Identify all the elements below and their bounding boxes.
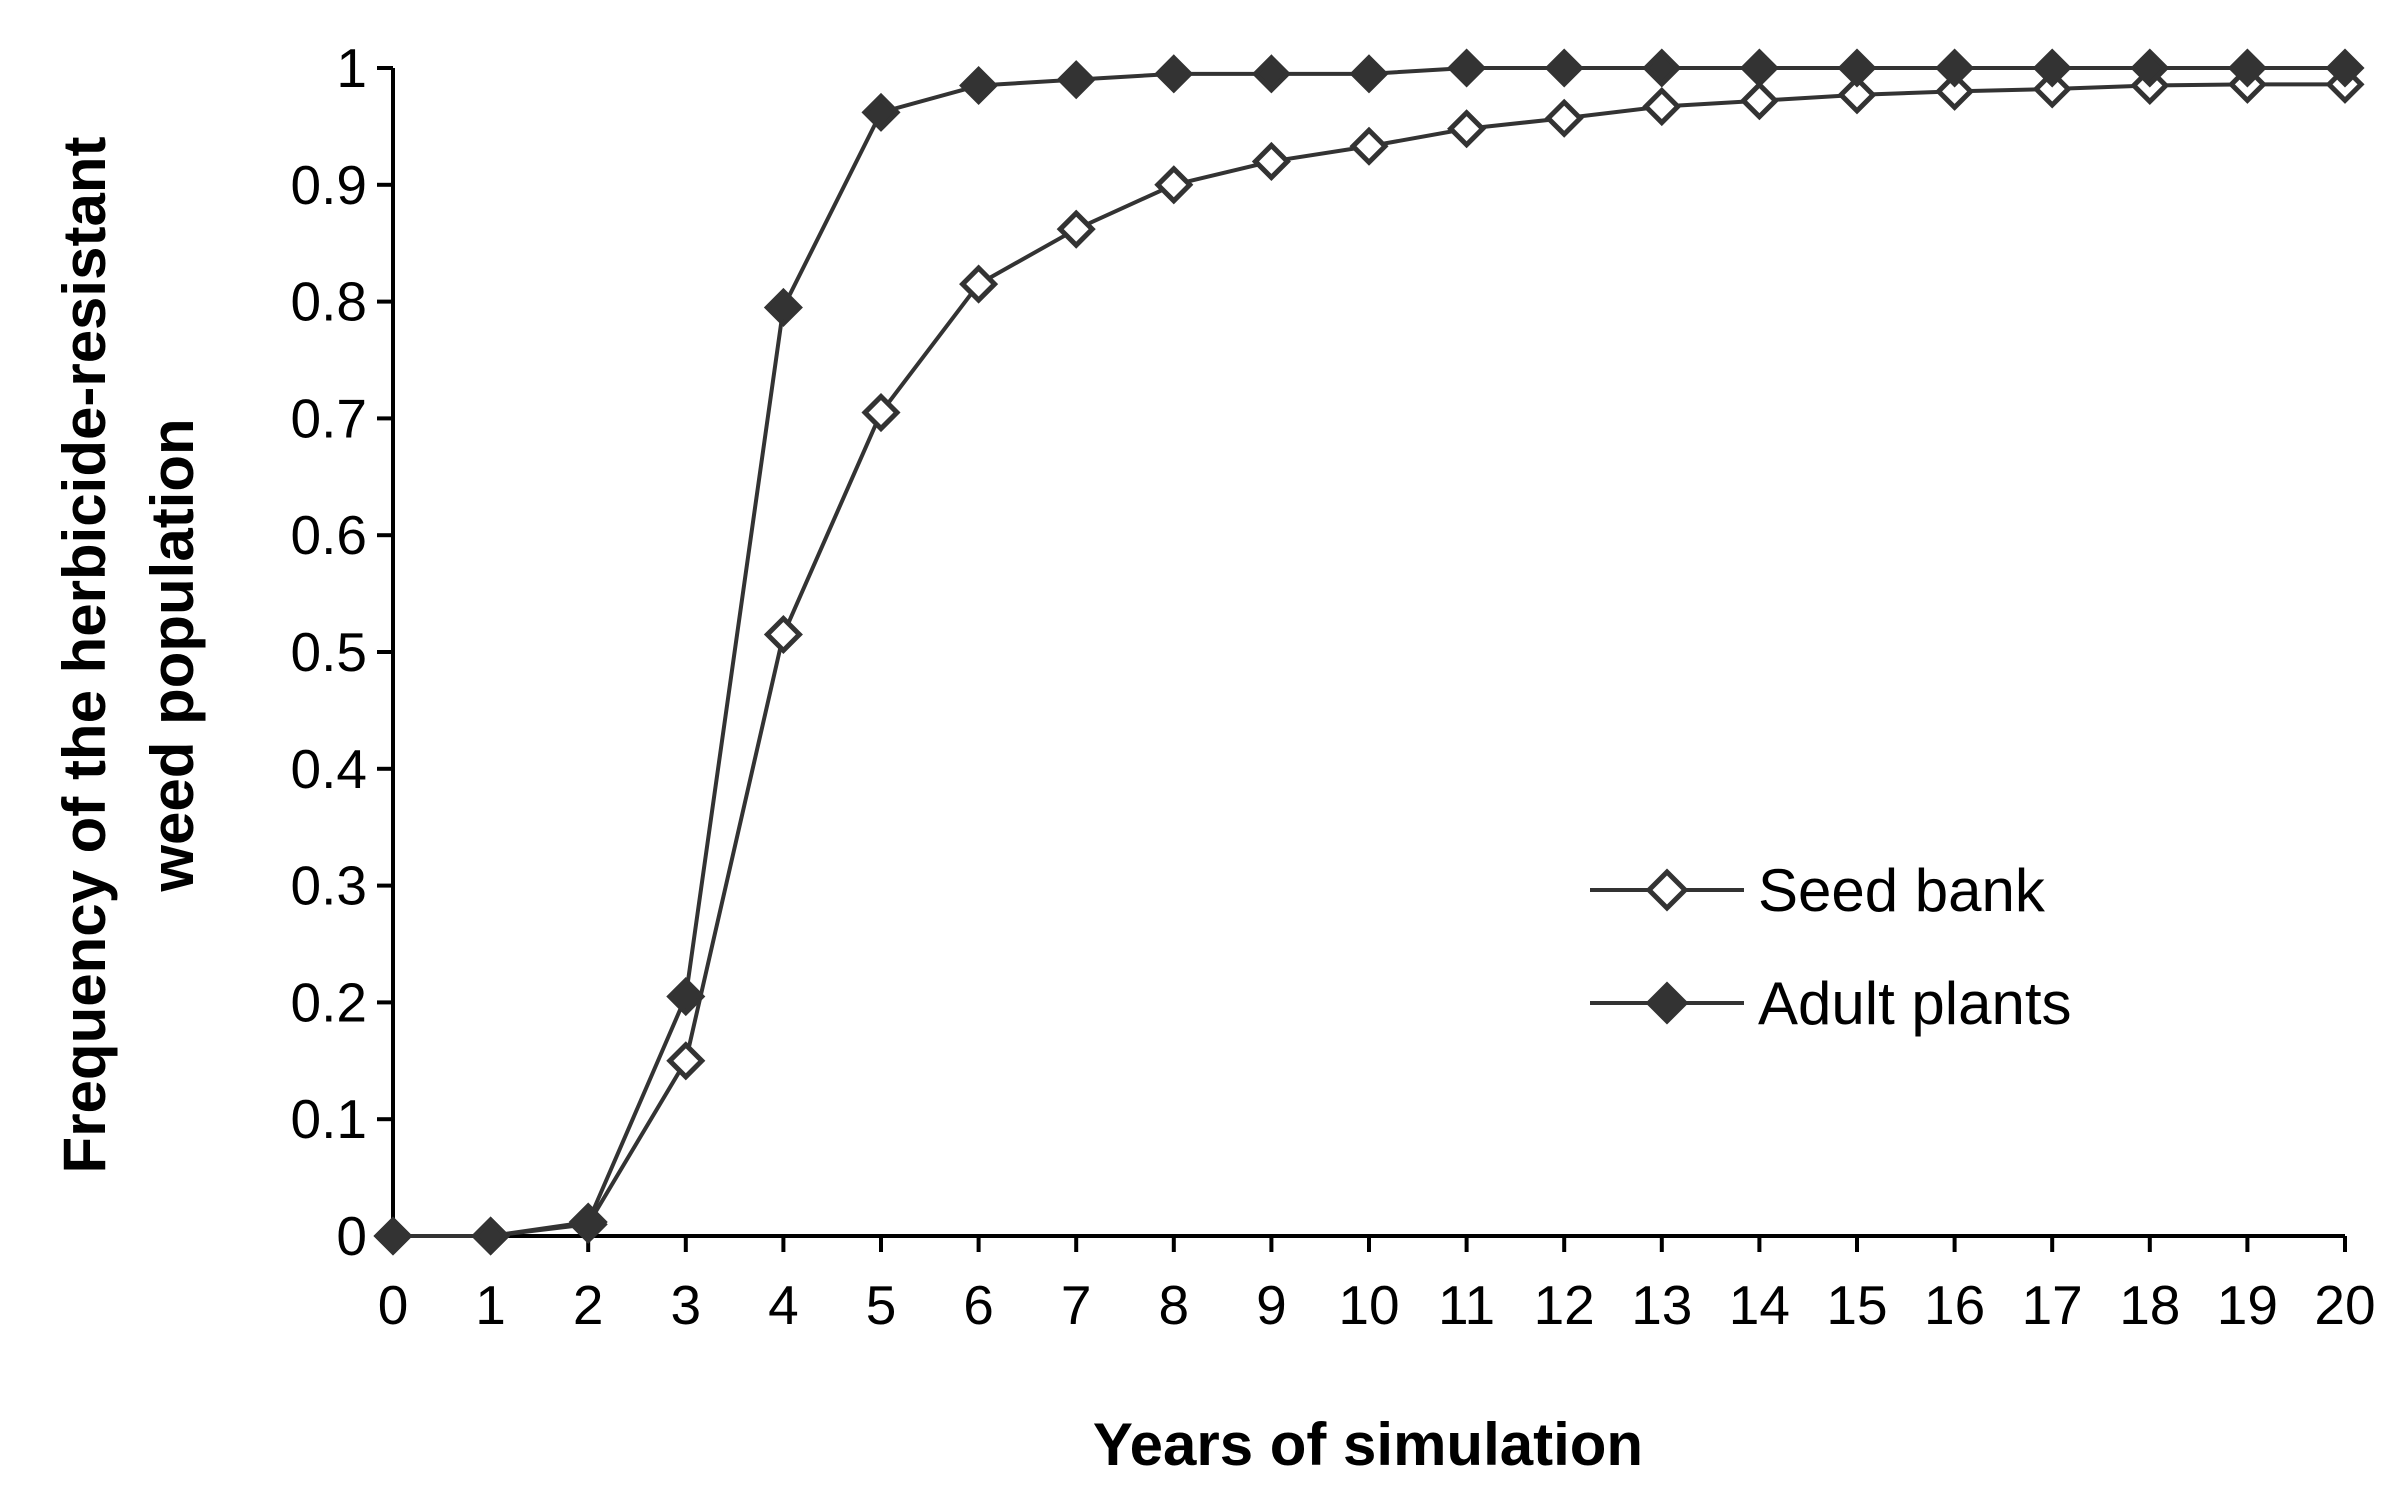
series-adult-plants <box>373 48 2365 1256</box>
y-tick-label: 0.8 <box>291 271 367 333</box>
x-tick-label: 2 <box>573 1274 604 1336</box>
legend-label-seed-bank: Seed bank <box>1758 857 2046 924</box>
data-point-marker <box>763 287 803 327</box>
data-point-marker <box>1837 48 1877 88</box>
data-point-marker <box>1642 48 1682 88</box>
x-tick-label: 1 <box>475 1274 506 1336</box>
data-point-marker <box>1544 48 1584 88</box>
data-point-marker <box>1739 81 1779 121</box>
x-tick-label: 10 <box>1338 1274 1399 1336</box>
x-tick-label: 16 <box>1924 1274 1985 1336</box>
data-point-marker <box>666 1041 706 1081</box>
data-point-marker <box>1251 141 1291 181</box>
y-axis-title: Frequency of the herbicide-resistant wee… <box>51 137 206 1174</box>
data-point-marker <box>1739 48 1779 88</box>
data-point-marker <box>1642 87 1682 127</box>
data-point-marker <box>1837 75 1877 115</box>
x-tick-label: 9 <box>1256 1274 1287 1336</box>
x-tick-label: 14 <box>1729 1274 1790 1336</box>
x-tick-label: 11 <box>1438 1274 1495 1336</box>
series-layer <box>373 48 2365 1256</box>
data-point-marker <box>1154 165 1194 205</box>
legend-item-adult-plants: Adult plants <box>1590 970 2072 1037</box>
y-tick-label: 0.7 <box>291 387 367 449</box>
data-point-marker <box>373 1216 413 1256</box>
x-tick-label: 8 <box>1159 1274 1190 1336</box>
legend: Seed bank Adult plants <box>1590 857 2072 1037</box>
x-tick-label: 13 <box>1631 1274 1692 1336</box>
x-tick-label: 6 <box>963 1274 994 1336</box>
legend-marker-open-diamond <box>1645 868 1689 912</box>
series-seed-bank <box>373 64 2365 1256</box>
legend-marker-filled-diamond <box>1645 981 1689 1025</box>
y-tick-label: 0.1 <box>291 1088 367 1150</box>
x-tick-label: 7 <box>1061 1274 1092 1336</box>
data-point-marker <box>861 92 901 132</box>
data-point-marker <box>763 614 803 655</box>
data-point-marker <box>1544 98 1584 138</box>
data-point-marker <box>2032 48 2072 88</box>
data-point-marker <box>1349 126 1389 166</box>
data-point-marker <box>1447 109 1487 149</box>
legend-label-adult-plants: Adult plants <box>1758 970 2072 1037</box>
y-tick-label: 0.9 <box>291 154 367 216</box>
x-tick-label: 19 <box>2217 1274 2278 1336</box>
y-tick-label: 0.6 <box>291 504 367 566</box>
x-tick-label: 20 <box>2314 1274 2375 1336</box>
y-axis-title-line-2: weed population <box>139 418 206 892</box>
data-point-marker <box>959 264 999 304</box>
data-point-marker <box>1349 54 1389 94</box>
data-point-marker <box>2032 69 2072 109</box>
y-tick-label: 1 <box>336 37 367 99</box>
data-point-marker <box>1056 209 1096 249</box>
data-point-marker <box>1447 48 1487 88</box>
x-tick-label: 18 <box>2119 1274 2180 1336</box>
chart-axes <box>377 66 2347 1252</box>
x-tick-label: 15 <box>1826 1274 1887 1336</box>
y-tick-label: 0.5 <box>291 621 367 683</box>
y-tick-label: 0.3 <box>291 855 367 917</box>
data-point-marker <box>666 977 706 1017</box>
data-point-marker <box>2227 48 2267 88</box>
y-axis-title-line-1: Frequency of the herbicide-resistant <box>51 137 118 1174</box>
y-tick-label: 0 <box>336 1205 367 1267</box>
data-point-marker <box>2325 48 2365 88</box>
data-point-marker <box>861 393 901 433</box>
data-point-marker <box>959 65 999 106</box>
data-point-marker <box>1251 54 1291 94</box>
data-point-marker <box>1056 60 1096 100</box>
x-tick-label: 4 <box>768 1274 799 1336</box>
x-tick-label: 0 <box>378 1274 409 1336</box>
data-point-marker <box>1935 71 1975 111</box>
x-axis-title: Years of simulation <box>1093 1411 1643 1478</box>
x-tick-label: 3 <box>671 1274 702 1336</box>
data-point-marker <box>1935 48 1975 88</box>
data-point-marker <box>1154 54 1194 94</box>
x-tick-label: 12 <box>1534 1274 1595 1336</box>
x-tick-label: 5 <box>866 1274 897 1336</box>
legend-item-seed-bank: Seed bank <box>1590 857 2046 924</box>
y-tick-label: 0.4 <box>291 738 367 800</box>
y-tick-label: 0.2 <box>291 971 367 1033</box>
x-tick-label: 17 <box>2022 1274 2083 1336</box>
data-point-marker <box>2130 48 2170 88</box>
tick-labels: 00.10.20.30.40.50.60.70.80.910 1 2 3 4 5 6 7 8 9 1… <box>291 37 2376 1336</box>
data-point-marker <box>568 1202 608 1242</box>
data-point-marker <box>471 1216 511 1256</box>
